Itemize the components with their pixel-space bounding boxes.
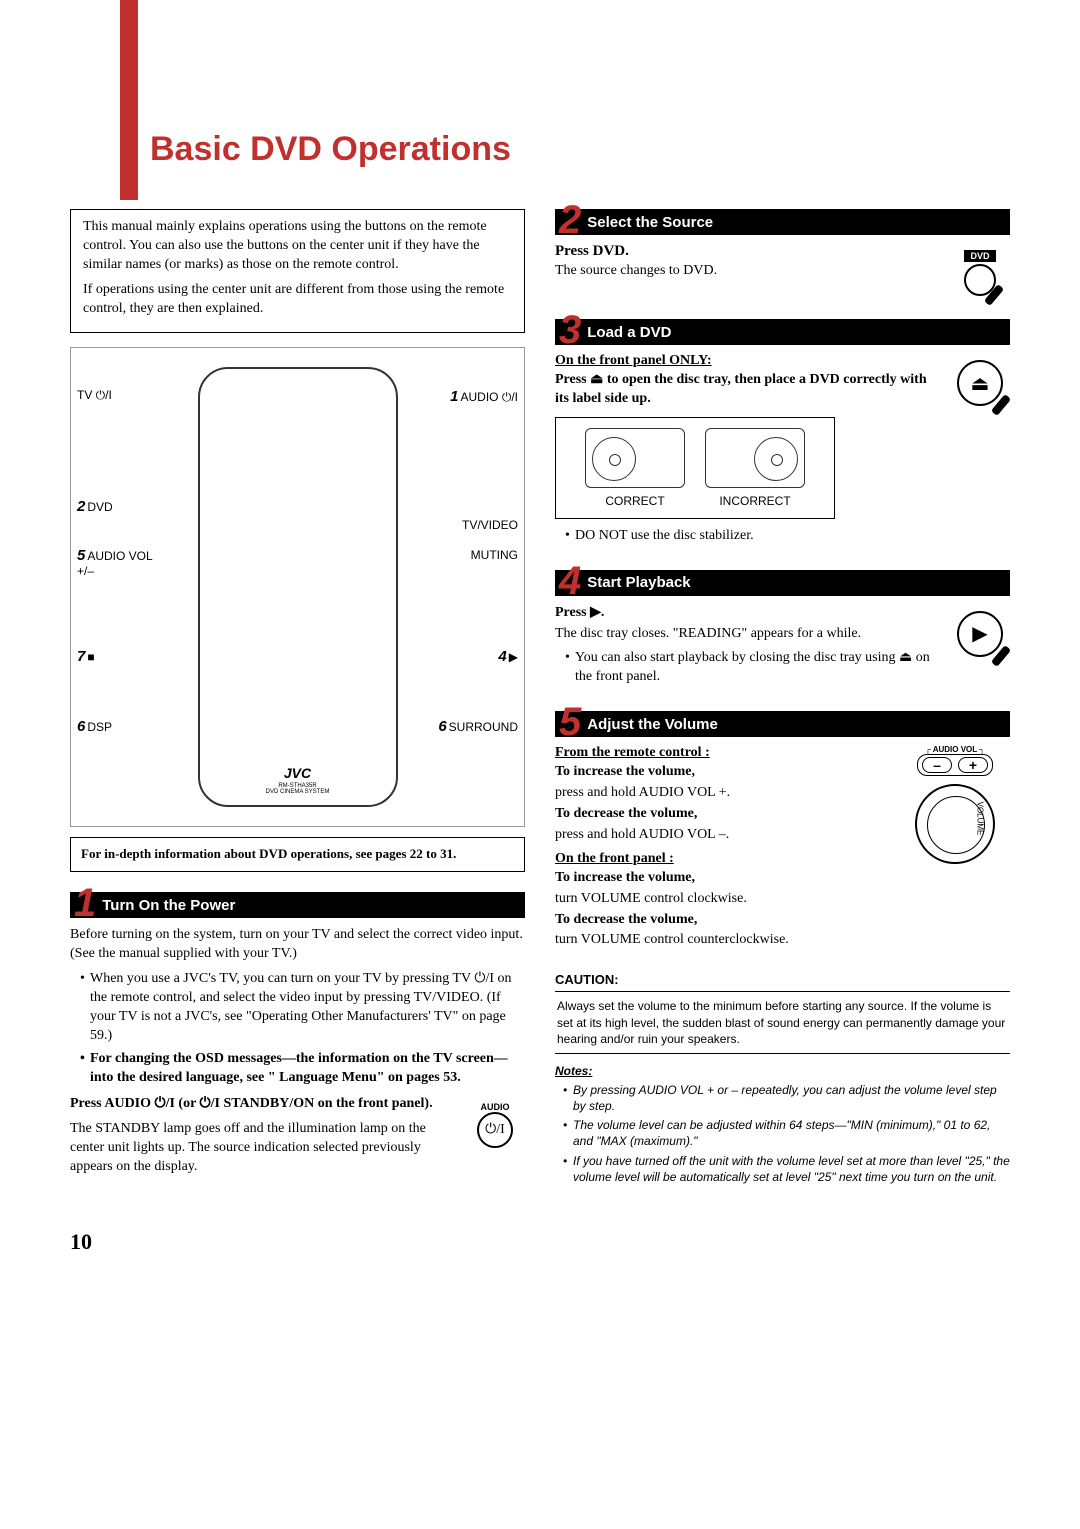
step1-bullets: When you use a JVC's TV, you can turn on… — [70, 970, 525, 1087]
caution-label: CAUTION: — [555, 972, 1010, 987]
right-column: 2 Select the Source DVD Press DVD. The s… — [555, 209, 1010, 1199]
disc-correct: CORRECT — [585, 428, 685, 508]
callout-tv: TV ⏻/I — [77, 388, 112, 403]
volume-knob-icon: VOLUME — [915, 784, 995, 864]
callout-dvd: 2DVD — [77, 498, 113, 515]
callout-surround: 6SURROUND — [438, 718, 518, 735]
caution-box: Always set the volume to the minimum bef… — [555, 991, 1010, 1054]
callout-audio: 1AUDIO ⏻/I — [450, 388, 518, 405]
remote-outline: JVC RM-STHA35R DVD CINEMA SYSTEM — [198, 367, 398, 807]
step-4-header: 4 Start Playback — [555, 570, 1010, 596]
left-column: This manual mainly explains operations u… — [70, 209, 525, 1199]
callout-play: 4▶ — [498, 648, 518, 665]
notes-label: Notes: — [555, 1064, 1010, 1078]
intro-p1: This manual mainly explains operations u… — [83, 218, 512, 275]
step-2: 2 Select the Source DVD Press DVD. The s… — [555, 209, 1010, 303]
remote-diagram: TV ⏻/I 2DVD 5AUDIO VOL +/– 7■ 6DSP 1AUDI… — [70, 347, 525, 827]
step4-press: Press ▶. — [555, 604, 1010, 623]
volume-icons: ┌ AUDIO VOL ┐ –+ VOLUME — [900, 745, 1010, 864]
step2-p1: The source changes to DVD. — [555, 262, 1010, 281]
step-5-header: 5 Adjust the Volume — [555, 711, 1010, 737]
info-box: For in-depth information about DVD opera… — [70, 837, 525, 872]
step1-b1: When you use a JVC's TV, you can turn on… — [80, 970, 525, 1046]
eject-button-icon: ⏏ — [950, 353, 1010, 413]
callout-tvvideo: TV/VIDEO — [462, 518, 518, 532]
step1-press: Press AUDIO ⏻/I (or ⏻/I STANDBY/ON on th… — [70, 1095, 525, 1114]
step-2-header: 2 Select the Source — [555, 209, 1010, 235]
step-1-header: 1 Turn On the Power — [70, 892, 525, 918]
brand-logo: JVC — [200, 765, 396, 781]
step4-p1: The disc tray closes. "READING" appears … — [555, 625, 1010, 644]
callout-audiovol: 5AUDIO VOL +/– — [77, 548, 153, 578]
step1-p2: The STANDBY lamp goes off and the illumi… — [70, 1120, 525, 1177]
step-3-header: 3 Load a DVD — [555, 319, 1010, 345]
step-3: 3 Load a DVD ⏏ On the front panel ONLY: … — [555, 319, 1010, 554]
notes-list: By pressing AUDIO VOL + or – repeatedly,… — [555, 1082, 1010, 1185]
disc-placement-diagram: CORRECT INCORRECT — [555, 417, 835, 519]
callout-muting: MUTING — [471, 548, 518, 562]
remote-model: RM-STHA35R DVD CINEMA SYSTEM — [200, 783, 396, 795]
step-1: 1 Turn On the Power Before turning on th… — [70, 892, 525, 1183]
step-5: 5 Adjust the Volume ┌ AUDIO VOL ┐ –+ VOL… — [555, 711, 1010, 956]
intro-p2: If operations using the center unit are … — [83, 281, 512, 319]
step4-bullets: You can also start playback by closing t… — [555, 649, 1010, 687]
manual-page: Basic DVD Operations This manual mainly … — [0, 0, 1080, 1295]
step2-sub: Press DVD. — [555, 243, 1010, 260]
callout-stop: 7■ — [77, 648, 95, 665]
step3-press: Press ⏏ to open the disc tray, then plac… — [555, 371, 1010, 409]
dvd-button-icon: DVD — [950, 243, 1010, 303]
two-column-layout: This manual mainly explains operations u… — [70, 209, 1010, 1199]
page-title: Basic DVD Operations — [150, 130, 1010, 169]
callout-dsp: 6DSP — [77, 718, 112, 735]
intro-box: This manual mainly explains operations u… — [70, 209, 525, 333]
audio-power-icon: AUDIO ⏻/I — [465, 1095, 525, 1155]
step1-p1: Before turning on the system, turn on yo… — [70, 926, 525, 964]
step-1-title: Turn On the Power — [102, 897, 235, 914]
accent-bar — [120, 0, 138, 200]
step1-b2: For changing the OSD messages—the inform… — [80, 1050, 525, 1088]
step3-sub: On the front panel ONLY: — [555, 353, 1010, 369]
audiovol-buttons-icon: –+ — [917, 754, 993, 776]
disc-incorrect: INCORRECT — [705, 428, 805, 508]
page-number: 10 — [70, 1229, 1010, 1255]
step3-bullets: DO NOT use the disc stabilizer. — [555, 527, 1010, 546]
step-4: 4 Start Playback ▶ Press ▶. The disc tra… — [555, 570, 1010, 696]
